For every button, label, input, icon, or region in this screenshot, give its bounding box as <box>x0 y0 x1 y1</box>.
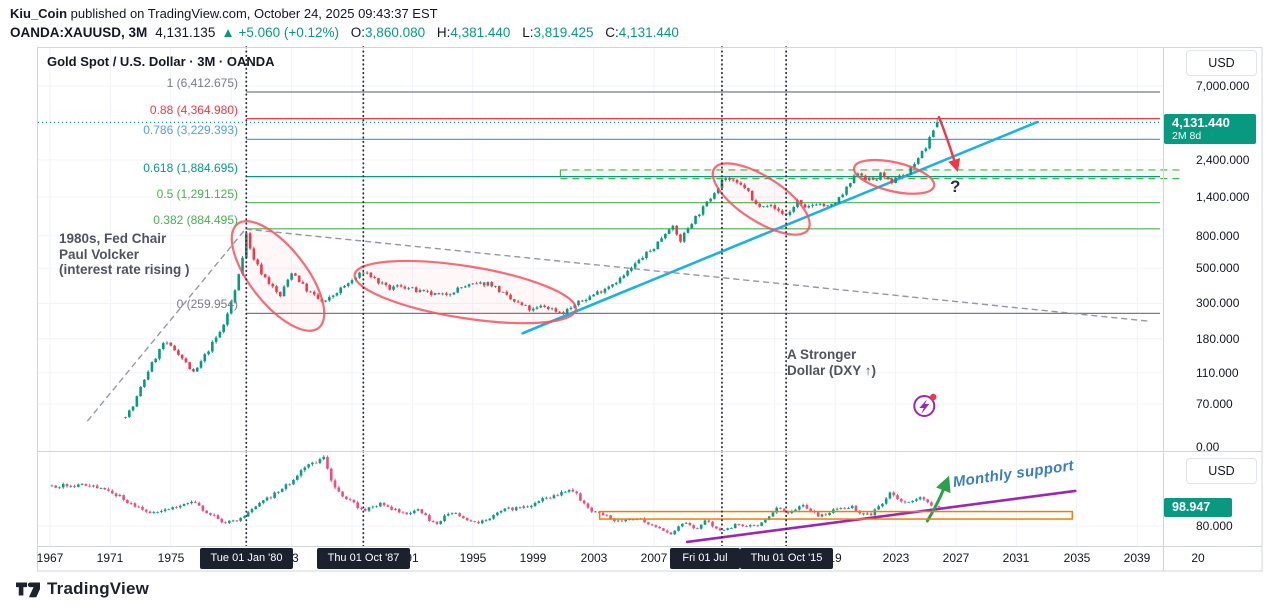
date-marker-tooltip: Thu 01 Oct '15 <box>740 548 833 569</box>
dashed-ascending[interactable] <box>87 227 248 422</box>
currency-toggle-main[interactable]: USD <box>1186 50 1257 76</box>
chart-legend[interactable]: Gold Spot / U.S. Dollar · 3M · OANDA <box>47 54 275 69</box>
time-label-20: 20 <box>1191 551 1205 565</box>
last-price: 4,131.135 <box>155 25 216 40</box>
time-label-1975: 1975 <box>157 551 185 565</box>
symbol-title[interactable]: OANDA:XAUUSD, 3M <box>10 25 148 40</box>
purple-support[interactable] <box>685 489 1077 544</box>
byline: Kiu_Coin published on TradingView.com, O… <box>10 4 438 23</box>
time-label-2003: 2003 <box>580 551 608 565</box>
grid <box>38 47 1162 546</box>
date-marker-tooltip: Fri 01 Jul <box>670 548 740 569</box>
time-label-1995: 1995 <box>459 551 487 565</box>
time-label-2035: 2035 <box>1063 551 1091 565</box>
fib-label-0.5: 0.5 (1,291.125) <box>156 187 238 201</box>
sub-tick-80.000: 80.000 <box>1196 519 1233 533</box>
dashed-descending[interactable] <box>245 228 1150 322</box>
annotation-stronger-dollar[interactable]: A Stronger Dollar (DXY ↑) <box>787 347 877 378</box>
fib-label-0.786: 0.786 (3,229.393) <box>143 123 238 137</box>
published-text: published on TradingView.com, October 24… <box>67 6 438 21</box>
date-marker-tooltip: Tue 01 Jan '80 <box>200 548 293 569</box>
symbol-status-row: OANDA:XAUUSD, 3M 4,131.135 ▲ +5.060 (+0.12… <box>10 23 679 42</box>
red-pullback-arrow[interactable] <box>937 115 961 172</box>
target-zone-band[interactable] <box>559 169 1180 180</box>
fib-label-0.618: 0.618 (1,884.695) <box>143 161 238 175</box>
price-tick-300.000: 300.000 <box>1196 296 1240 310</box>
fib-label-0.88: 0.88 (4,364.980) <box>149 103 238 117</box>
highlight-ellipses[interactable] <box>215 150 937 345</box>
bar-countdown: 2M 8d <box>1172 130 1202 142</box>
dxy-last-value-badge[interactable]: 98.947 <box>1164 498 1232 517</box>
time-label-2031: 2031 <box>1002 551 1030 565</box>
date-marker-tooltip: Thu 01 Oct '87 <box>317 548 410 569</box>
price-tick-0.00: 0.00 <box>1196 440 1220 454</box>
tradingview-logo[interactable]: TradingView <box>16 579 149 599</box>
time-label-1999: 1999 <box>519 551 547 565</box>
last-price-badge-value: 4,131.440 <box>1172 115 1230 130</box>
ohlc-close: C:4,131.440 <box>605 25 679 40</box>
price-tick-70.000: 70.000 <box>1196 397 1233 411</box>
gold-candles <box>124 118 939 419</box>
price-tick-800.000: 800.000 <box>1196 229 1240 243</box>
author-name[interactable]: Kiu_Coin <box>10 6 68 21</box>
brand-name: TradingView <box>47 579 150 598</box>
price-change: ▲ +5.060 (+0.12%) <box>221 25 340 40</box>
annotation-volcker[interactable]: 1980s, Fed Chair Paul Volcker (interest … <box>59 231 190 277</box>
currency-toggle-sub[interactable]: USD <box>1186 458 1257 484</box>
time-label-2027: 2027 <box>942 551 970 565</box>
last-price-badge[interactable]: 4,131.440 2M 8d <box>1164 114 1256 144</box>
fib-retracement[interactable] <box>246 91 1160 314</box>
chart-frame <box>37 47 1263 572</box>
time-label-2023: 2023 <box>882 551 910 565</box>
ohlc-high: H:4,381.440 <box>436 25 511 40</box>
ohlc-low: L:3,819.425 <box>522 25 594 40</box>
cyan-uptrend[interactable] <box>521 120 1039 335</box>
fib-label-0: 0 (259.954) <box>176 297 238 311</box>
time-label-1971: 1971 <box>96 551 124 565</box>
price-tick-1,400.000: 1,400.000 <box>1196 190 1250 204</box>
price-tick-500.000: 500.000 <box>1196 261 1240 275</box>
event-date-lines <box>245 46 788 547</box>
time-label-2007: 2007 <box>640 551 668 565</box>
price-tick-110.000: 110.000 <box>1196 366 1239 380</box>
green-breakout-arrow[interactable] <box>925 475 951 523</box>
time-label-1967: 1967 <box>36 551 64 565</box>
lightning-idea-icon[interactable] <box>913 393 937 417</box>
orange-range-box[interactable] <box>598 510 1074 520</box>
dxy-candles <box>50 455 941 535</box>
tradingview-logo-icon <box>16 582 40 598</box>
fib-label-1: 1 (6,412.675) <box>166 76 238 90</box>
fib-label-0.382: 0.382 (884.495) <box>153 213 238 227</box>
price-tick-7,000.000: 7,000.000 <box>1196 79 1250 93</box>
ohlc-open: O:3,860.080 <box>350 25 426 40</box>
time-label-2039: 2039 <box>1123 551 1151 565</box>
price-tick-180.000: 180.000 <box>1196 332 1240 346</box>
price-tick-2,400.000: 2,400.000 <box>1196 153 1250 167</box>
annotation-question-mark[interactable]: ? <box>950 177 961 196</box>
